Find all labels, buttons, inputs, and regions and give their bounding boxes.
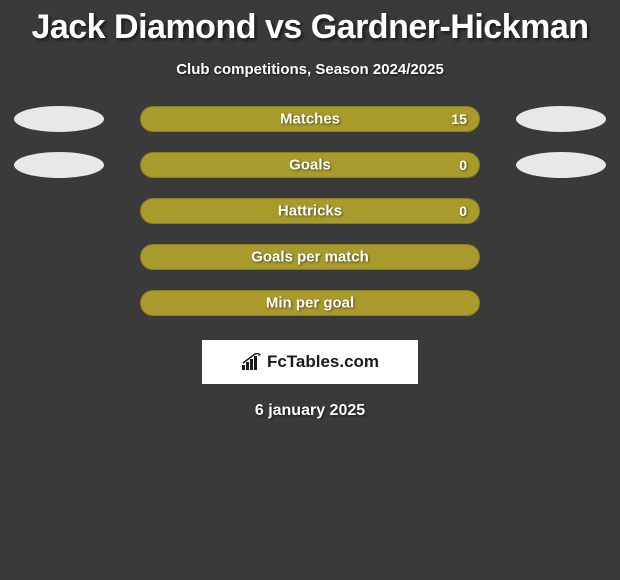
player2-name: Gardner-Hickman [311,8,589,46]
stat-row: Matches 15 [0,106,620,132]
player2-value-ellipse [516,106,606,132]
comparison-card: Jack Diamond vs Gardner-Hickman Club com… [0,0,620,420]
player1-name: Jack Diamond [31,8,256,46]
stat-row: Min per goal [0,290,620,316]
stat-bar: Min per goal [140,290,480,316]
stat-bar: Goals per match [140,244,480,270]
stat-row: Hattricks 0 [0,198,620,224]
stat-bar: Goals 0 [140,152,480,178]
player2-value-ellipse [516,152,606,178]
player1-value-ellipse [14,152,104,178]
stat-label: Goals [289,157,331,174]
stat-row: Goals per match [0,244,620,270]
stat-bar: Hattricks 0 [140,198,480,224]
stat-row: Goals 0 [0,152,620,178]
vs-label: vs [265,8,302,46]
stat-value-right: 0 [459,157,467,173]
logo: FcTables.com [241,352,379,372]
logo-box: FcTables.com [202,340,418,384]
date-label: 6 january 2025 [0,402,620,420]
stat-rows: Matches 15 Goals 0 Hattricks 0 Goals per match… [0,106,620,316]
stat-value-right: 15 [451,111,467,127]
subtitle: Club competitions, Season 2024/2025 [0,61,620,78]
stat-label: Min per goal [266,295,354,312]
player1-value-ellipse [14,106,104,132]
barchart-icon [241,353,263,371]
stat-label: Goals per match [251,249,369,266]
stat-label: Hattricks [278,203,342,220]
logo-text: FcTables.com [267,352,379,372]
stat-label: Matches [280,111,340,128]
stat-value-right: 0 [459,203,467,219]
page-title: Jack Diamond vs Gardner-Hickman [0,8,620,47]
stat-bar: Matches 15 [140,106,480,132]
